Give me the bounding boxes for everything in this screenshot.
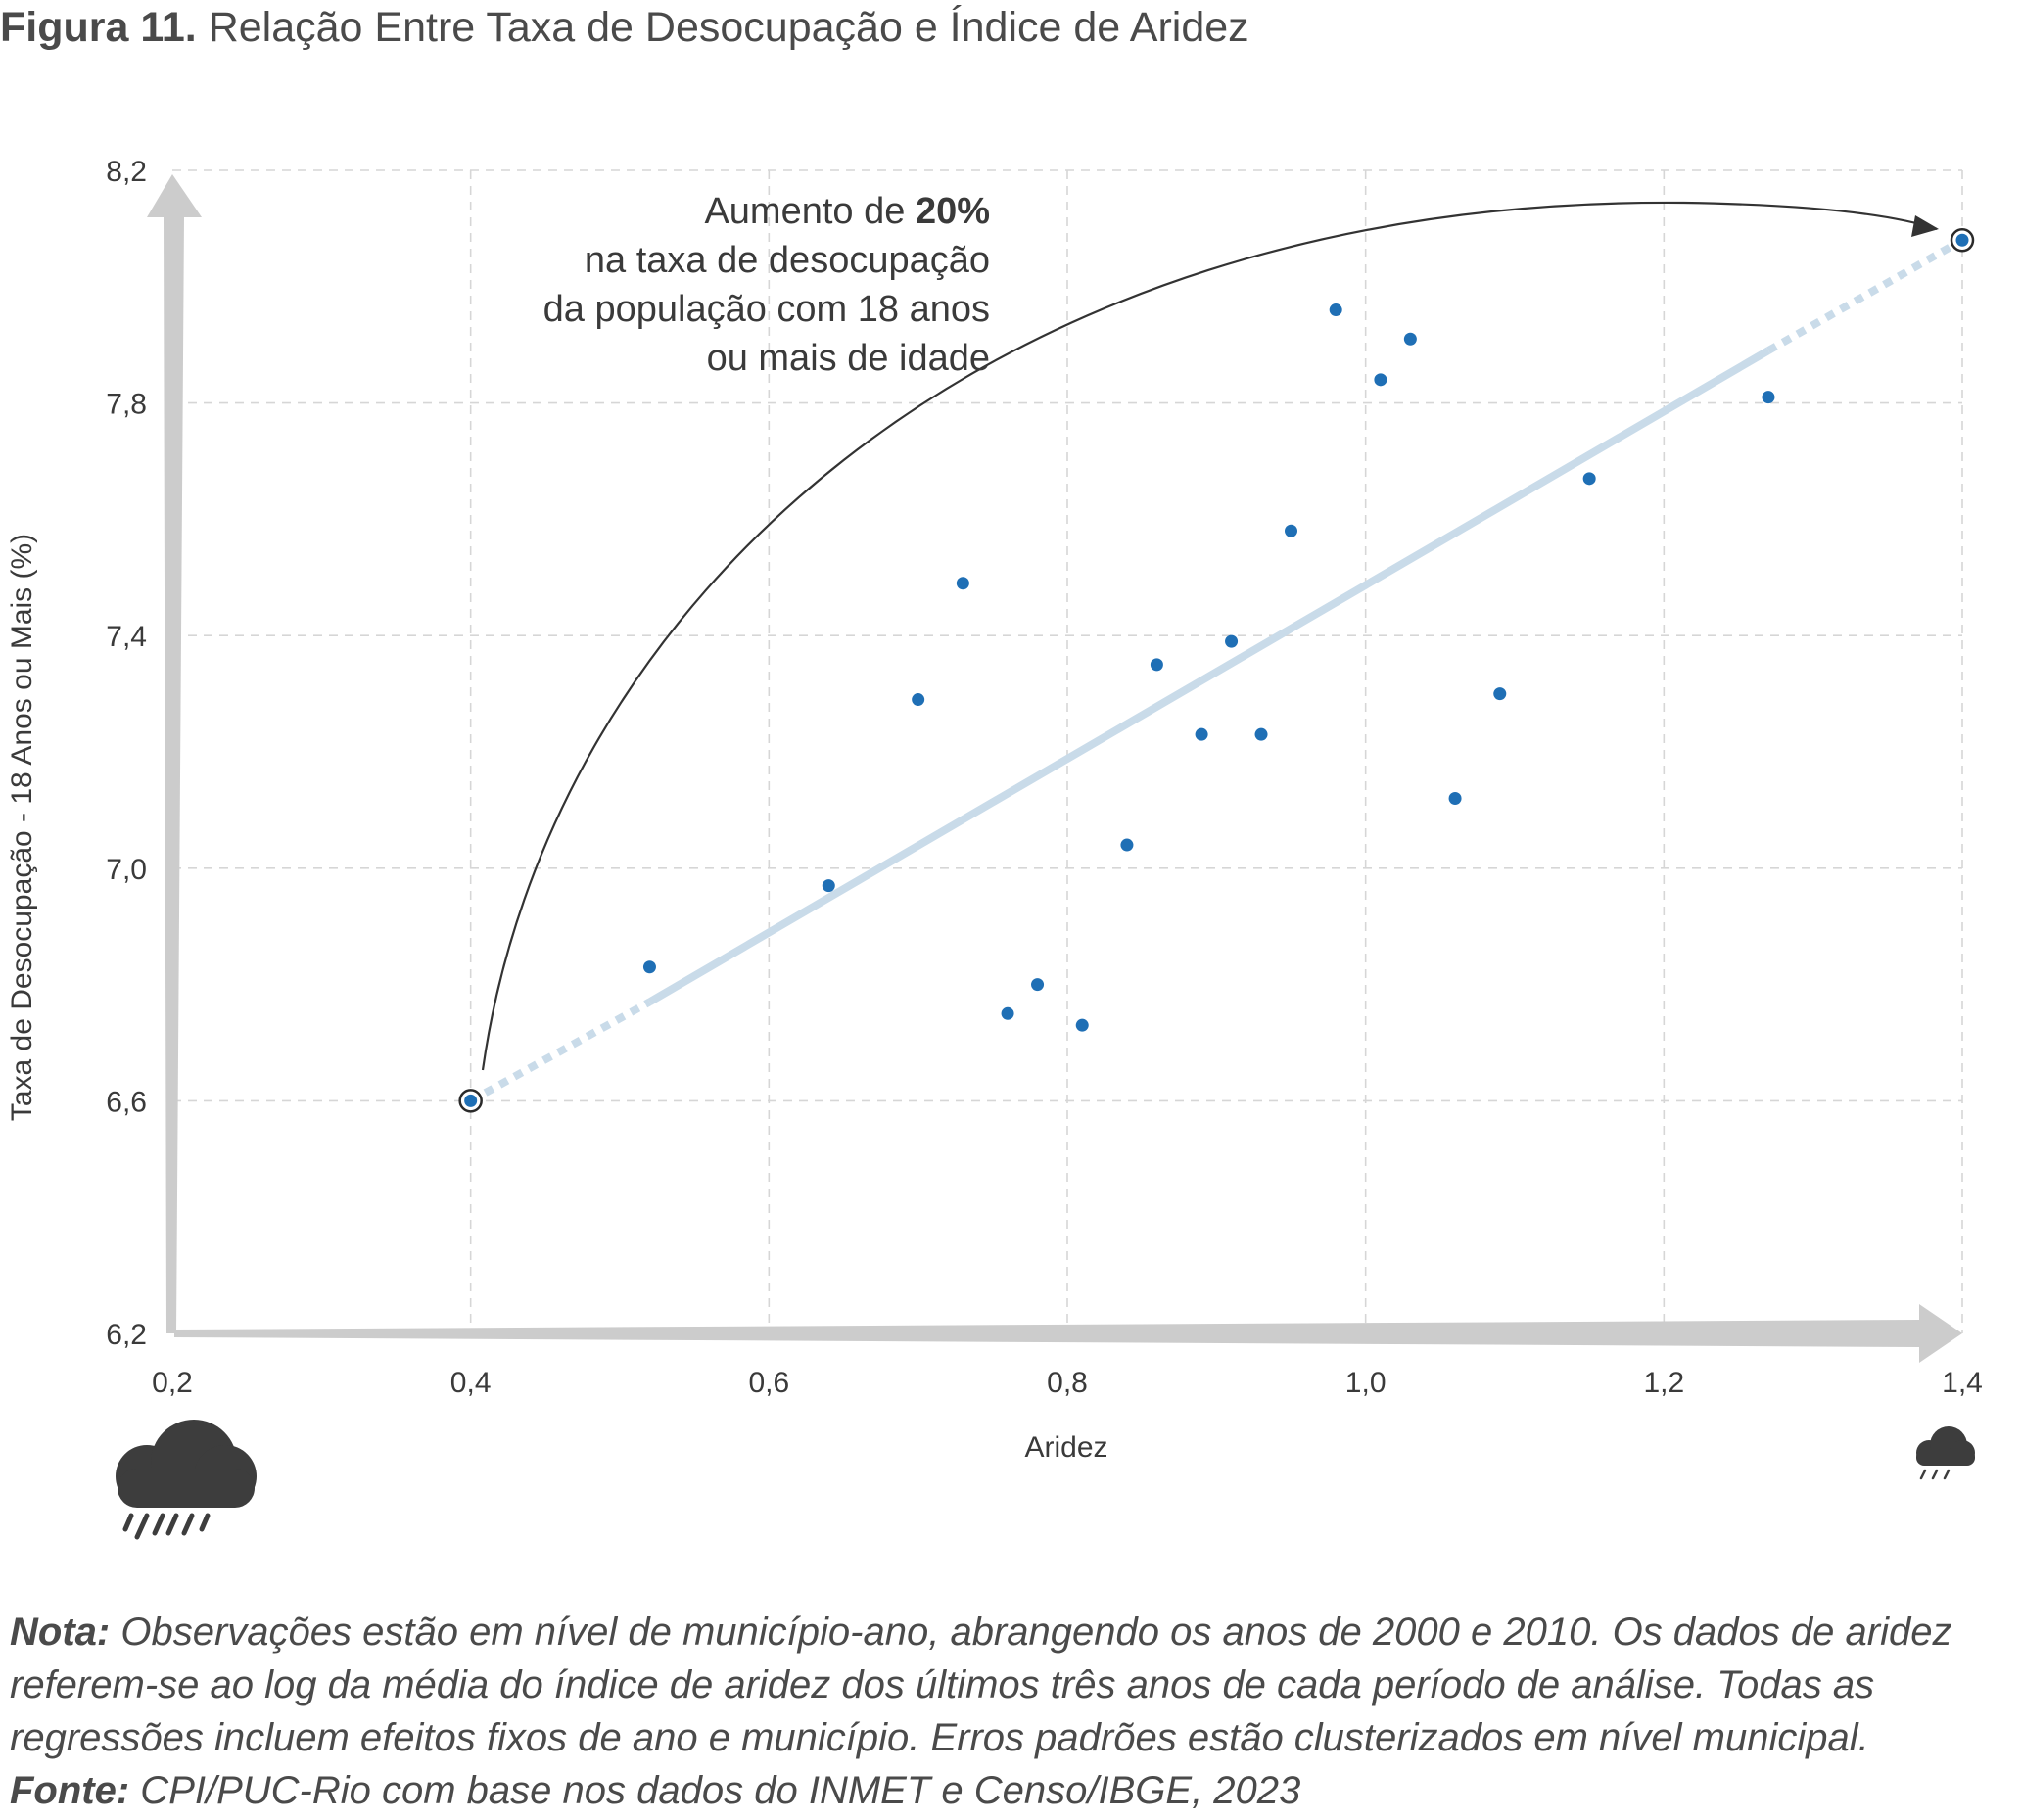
data-point	[1448, 792, 1462, 806]
data-point	[1762, 391, 1775, 404]
data-point	[1493, 687, 1507, 701]
trend-dotted-end	[1765, 236, 1964, 354]
x-tick-label: 0,4	[450, 1367, 492, 1399]
data-point	[1254, 727, 1268, 741]
y-tick-label: 7,4	[106, 621, 147, 653]
x-tick-label: 1,4	[1942, 1367, 1983, 1399]
y-tick-label: 7,0	[106, 854, 147, 886]
y-tick-label: 6,2	[106, 1319, 147, 1351]
data-point	[1285, 524, 1297, 537]
trend-start-marker	[458, 1089, 483, 1113]
data-point	[1374, 373, 1387, 387]
fonte-label: Fonte:	[10, 1769, 130, 1812]
annotation-line-3: da população com 18 anos	[543, 289, 990, 330]
increase-arrow-arc	[481, 201, 1938, 1071]
annotation-percent: 20%	[916, 191, 990, 232]
y-axis-label: Taxa de Desocupação - 18 Anos ou Mais (%…	[6, 534, 38, 1121]
axis-arrows	[147, 174, 1962, 1363]
data-point	[1403, 332, 1417, 346]
data-point	[912, 693, 925, 707]
data-point	[1195, 727, 1208, 741]
x-tick-label: 0,8	[1047, 1367, 1088, 1399]
figure-notes: Nota: Observações estão em nível de muni…	[10, 1606, 2007, 1817]
trend-line	[468, 236, 1964, 1104]
annotation-arc	[481, 201, 1939, 1071]
trend-dotted-start	[468, 998, 652, 1104]
trend-solid	[647, 347, 1770, 1005]
small-rain-cloud-icon	[1916, 1426, 1975, 1480]
annotation-line-1: Aumento de 20%	[704, 191, 990, 232]
grid-layer	[172, 169, 1963, 1333]
data-point	[1329, 303, 1342, 317]
nota-text: Observações estão em nível de município-…	[10, 1610, 1952, 1759]
annotation-line-4: ou mais de idade	[707, 338, 990, 379]
y-tick-label: 8,2	[106, 156, 147, 188]
nota-paragraph: Nota: Observações estão em nível de muni…	[10, 1606, 2007, 1764]
increase-arrowhead	[1911, 215, 1939, 237]
figure-title: Figura 11. Relação Entre Taxa de Desocup…	[0, 4, 1249, 52]
tick-labels: 0,2 0,4 0,6 0,8 1,0 1,2 1,4 6,2 6,6 7,0 7,4 7,8 8,2	[106, 156, 1983, 1399]
data-point	[1582, 472, 1596, 486]
fonte-text: CPI/PUC-Rio com base nos dados do INMET …	[129, 1769, 1301, 1812]
x-tick-label: 0,2	[152, 1367, 193, 1399]
data-point	[956, 577, 969, 590]
trend-endpoints	[458, 228, 1975, 1113]
fonte-paragraph: Fonte: CPI/PUC-Rio com base nos dados do…	[10, 1764, 2007, 1817]
data-points	[642, 303, 1775, 1032]
x-tick-label: 1,2	[1643, 1367, 1684, 1399]
x-tick-label: 0,6	[748, 1367, 789, 1399]
trend-end-marker	[1950, 228, 1975, 253]
figure-title-text: Relação Entre Taxa de Desocupação e Índi…	[208, 4, 1249, 51]
x-axis-label: Aridez	[1024, 1431, 1107, 1464]
y-tick-label: 7,8	[106, 389, 147, 421]
y-axis-arrow	[147, 174, 202, 1333]
y-tick-label: 6,6	[106, 1086, 147, 1118]
data-point	[1031, 978, 1045, 992]
annotation-line-2: na taxa de desocupação	[585, 240, 990, 281]
x-tick-label: 1,0	[1345, 1367, 1387, 1399]
data-point	[1225, 634, 1239, 648]
annotation-prefix: Aumento de	[704, 191, 915, 232]
data-point	[822, 879, 835, 893]
nota-label: Nota:	[10, 1610, 111, 1654]
rain-cloud-icon	[116, 1420, 257, 1540]
data-point	[1120, 838, 1134, 852]
data-point	[1075, 1018, 1089, 1032]
data-point	[1001, 1006, 1014, 1020]
x-axis-arrow	[174, 1304, 1962, 1363]
data-point	[642, 960, 656, 974]
scatter-chart: 0,2 0,4 0,6 0,8 1,0 1,2 1,46,26,67,07,47,88,2 …	[6, 156, 1983, 1540]
figure-label: Figura 11.	[0, 4, 197, 51]
data-point	[1150, 658, 1163, 672]
